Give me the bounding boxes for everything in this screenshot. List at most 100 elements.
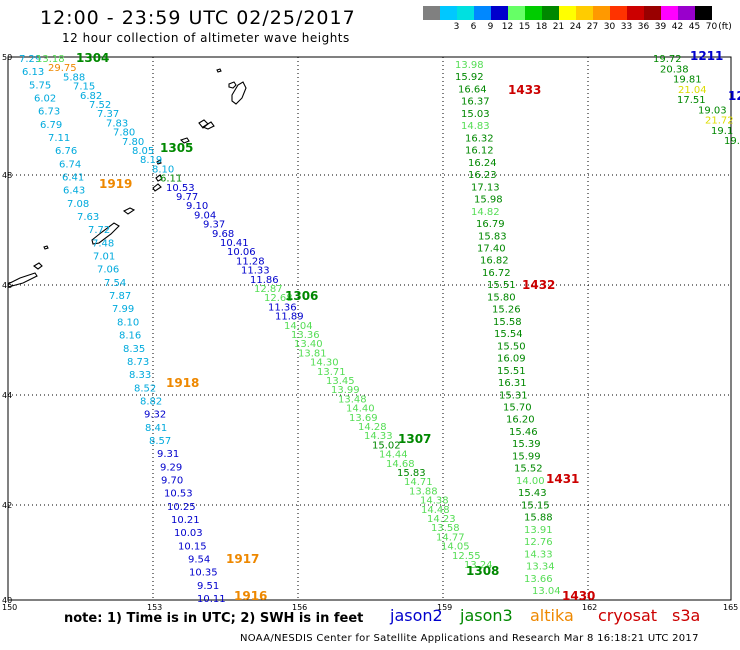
wave-height-value: 11.33 xyxy=(241,266,270,277)
wave-height-value: 9.32 xyxy=(144,410,166,421)
wave-height-value: 16.31 xyxy=(498,378,527,389)
longitude-label: 150 xyxy=(2,603,17,612)
wave-height-value: 8.05 xyxy=(132,146,154,157)
wave-height-value: 6.13 xyxy=(22,67,44,78)
wave-height-value: 6.79 xyxy=(40,120,62,131)
wave-height-value: 14.38 xyxy=(420,496,449,507)
wave-height-value: 15.26 xyxy=(492,305,521,316)
scale-tick-label: 24 xyxy=(569,22,582,32)
scale-swatch xyxy=(423,6,440,20)
island-outline xyxy=(91,222,120,245)
wave-height-value: 15.31 xyxy=(499,390,528,401)
wave-height-value: 19. xyxy=(724,136,740,147)
scale-swatch xyxy=(559,6,576,20)
scale-unit: (ft) xyxy=(718,22,732,32)
scale-swatch xyxy=(695,6,712,20)
map-border xyxy=(7,56,732,601)
wave-height-value: 8.82 xyxy=(140,396,162,407)
wave-height-value: 13.99 xyxy=(331,385,360,396)
wave-height-value: 13.18 xyxy=(36,54,65,65)
coastline-islands xyxy=(7,68,247,288)
wave-height-value: 6.76 xyxy=(55,146,77,157)
wave-height-value: 10.53 xyxy=(164,489,193,500)
island-outline xyxy=(179,137,190,144)
footer-credit: NOAA/NESDIS Center for Satellite Applica… xyxy=(240,633,699,644)
wave-height-value: 7.80 xyxy=(113,128,135,139)
wave-height-value: 15.54 xyxy=(494,329,523,340)
wave-height-value: 7.80 xyxy=(122,137,144,148)
wave-height-value: 7.63 xyxy=(77,212,99,223)
wave-height-value: 13.69 xyxy=(349,413,378,424)
wave-height-value: 19.81 xyxy=(673,75,702,86)
wave-height-value: 15.88 xyxy=(524,513,553,524)
scale-tick-label: 39 xyxy=(654,22,667,32)
track-1: 13.1829.755.887.156.827.527.377.837.807.… xyxy=(36,54,493,571)
island-outline xyxy=(43,245,49,250)
wave-height-value: 14.82 xyxy=(471,207,500,218)
wave-height-value: 15.83 xyxy=(478,231,507,242)
longitude-label: 165 xyxy=(723,603,738,612)
scale-tick-label: 33 xyxy=(620,22,633,32)
wave-height-value: 14.33 xyxy=(364,431,393,442)
wave-height-value: 10.11 xyxy=(197,594,226,605)
scale-tick-label: 30 xyxy=(603,22,616,32)
wave-height-value: 10.15 xyxy=(178,541,207,552)
wave-height-value: 15.99 xyxy=(512,451,541,462)
wave-height-value: 15.03 xyxy=(461,109,490,120)
latitude-label: 50 xyxy=(2,53,12,62)
wave-height-value: 17.40 xyxy=(477,243,506,254)
wave-height-value: 6.74 xyxy=(59,159,81,170)
wave-height-value: 6.41 xyxy=(62,173,84,184)
wave-height-value: 14.83 xyxy=(461,121,490,132)
wave-height-value: 7.08 xyxy=(67,199,89,210)
wave-height-value: 15.80 xyxy=(487,292,516,303)
wave-height-value: 7.06 xyxy=(97,265,119,276)
scale-tick-label: 6 xyxy=(470,22,477,32)
wave-height-value: 5.75 xyxy=(29,80,51,91)
scale-tick-label: 18 xyxy=(535,22,548,32)
wave-height-value: 6.82 xyxy=(80,91,102,102)
wave-height-value: 13.98 xyxy=(455,60,484,71)
pass-time-label: 1916 xyxy=(234,589,267,603)
wave-height-value: 13.91 xyxy=(524,525,553,536)
chart-title: 12:00 - 23:59 UTC 02/25/2017 xyxy=(40,7,356,29)
longitude-label: 159 xyxy=(437,603,452,612)
pass-time-label: 1304 xyxy=(76,51,109,65)
scale-tick-label: 15 xyxy=(518,22,531,32)
wave-height-value: 19.1 xyxy=(711,126,733,137)
wave-height-value: 21.04 xyxy=(678,85,707,96)
latitude-label: 44 xyxy=(2,391,12,400)
wave-height-value: 7.11 xyxy=(48,133,70,144)
scale-swatch xyxy=(610,6,627,20)
scale-tick-label: 21 xyxy=(552,22,565,32)
island-outline xyxy=(231,81,247,105)
wave-height-value: 13.36 xyxy=(291,330,320,341)
pass-time-label: 1306 xyxy=(285,289,318,303)
scale-tick-label: 27 xyxy=(586,22,599,32)
scale-tick-label: 70 xyxy=(705,22,718,32)
island-outline xyxy=(201,121,215,130)
wave-height-value: 5.88 xyxy=(63,72,85,83)
wave-height-value: 14.68 xyxy=(386,459,415,470)
pass-time-label: 1305 xyxy=(160,141,193,155)
wave-height-value: 16.20 xyxy=(506,415,535,426)
wave-height-value: 7.99 xyxy=(112,304,134,315)
scale-tick-label: 12 xyxy=(501,22,514,32)
longitude-label: 153 xyxy=(147,603,162,612)
wave-height-value: 7.37 xyxy=(97,109,119,120)
legend-item-cryosat: cryosat xyxy=(598,606,658,625)
scale-swatch xyxy=(627,6,644,20)
wave-height-value: 14.48 xyxy=(421,505,450,516)
wave-height-value: 6.43 xyxy=(63,186,85,197)
wave-height-value: 13.40 xyxy=(294,339,323,350)
island-outline xyxy=(228,81,237,89)
scale-swatch xyxy=(576,6,593,20)
scale-swatch xyxy=(542,6,559,20)
wave-height-value: 16.24 xyxy=(468,158,497,169)
wave-height-value: 11.89 xyxy=(275,312,304,323)
wave-height-value: 9.10 xyxy=(186,201,208,212)
wave-height-value: 13.66 xyxy=(524,574,553,585)
wave-height-value: 15.70 xyxy=(503,403,532,414)
wave-height-value: 29.75 xyxy=(48,63,77,74)
